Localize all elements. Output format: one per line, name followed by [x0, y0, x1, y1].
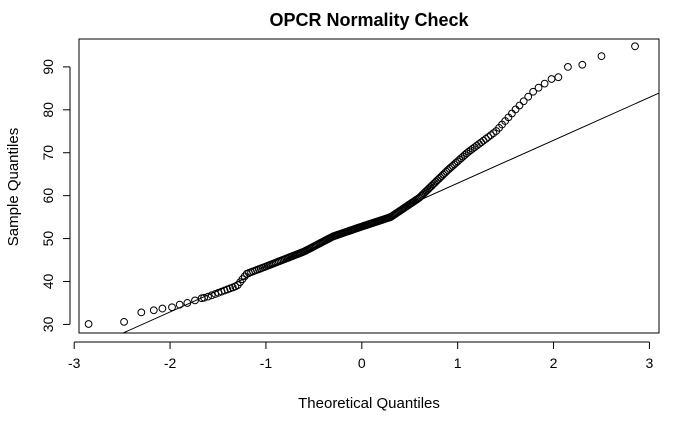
data-point — [425, 184, 434, 193]
data-point — [175, 300, 184, 309]
data-point — [481, 134, 490, 143]
data-point — [430, 179, 439, 187]
data-point — [158, 304, 167, 313]
y-tick-label: 60 — [40, 188, 56, 204]
data-point — [432, 177, 440, 186]
data-point — [534, 83, 543, 92]
data-point — [168, 303, 176, 312]
x-tick-label: 3 — [646, 355, 654, 371]
data-point — [422, 186, 431, 195]
x-tick-label: -1 — [260, 355, 273, 371]
data-point — [191, 296, 199, 305]
data-point — [597, 52, 606, 61]
data-point — [183, 299, 192, 307]
y-tick-label: 70 — [40, 145, 56, 161]
x-axis: -3 -2 -1 0 1 2 3 — [68, 341, 654, 371]
data-point — [511, 105, 520, 114]
data-point — [427, 181, 436, 190]
y-tick-label: 30 — [40, 316, 56, 332]
y-tick-label: 40 — [40, 273, 56, 289]
data-point — [578, 60, 587, 69]
y-tick-label: 90 — [40, 59, 56, 75]
data-point — [554, 73, 563, 82]
data-points — [84, 42, 639, 328]
data-point — [524, 92, 533, 101]
data-point — [484, 133, 493, 141]
data-point — [207, 291, 216, 300]
data-point — [426, 183, 435, 191]
x-axis-label: Theoretical Quantiles — [298, 395, 440, 412]
x-tick-label: 0 — [358, 355, 366, 371]
data-point — [84, 320, 93, 328]
data-point — [540, 79, 549, 88]
data-point — [423, 185, 432, 194]
x-tick-label: 1 — [454, 355, 462, 371]
data-point — [547, 75, 556, 83]
data-point — [429, 180, 438, 189]
y-tick-label: 80 — [40, 102, 56, 118]
y-axis: 30 40 50 60 70 80 90 — [40, 59, 71, 332]
y-axis-label: Sample Quantiles — [5, 128, 22, 246]
x-tick-label: 2 — [550, 355, 558, 371]
x-tick-label: -3 — [68, 355, 81, 371]
data-point — [529, 87, 538, 96]
data-point — [204, 292, 212, 301]
data-point — [564, 63, 572, 71]
plot-frame — [78, 38, 660, 334]
data-point — [149, 306, 158, 315]
data-point — [200, 293, 209, 302]
x-tick-label: -2 — [164, 355, 177, 371]
y-tick-label: 50 — [40, 231, 56, 247]
data-point — [631, 42, 639, 51]
data-point — [120, 317, 128, 326]
data-point — [486, 131, 495, 140]
data-point — [519, 97, 528, 106]
data-point — [137, 308, 146, 317]
data-point — [515, 101, 524, 110]
chart-title: OPCR Normality Check — [269, 10, 469, 30]
